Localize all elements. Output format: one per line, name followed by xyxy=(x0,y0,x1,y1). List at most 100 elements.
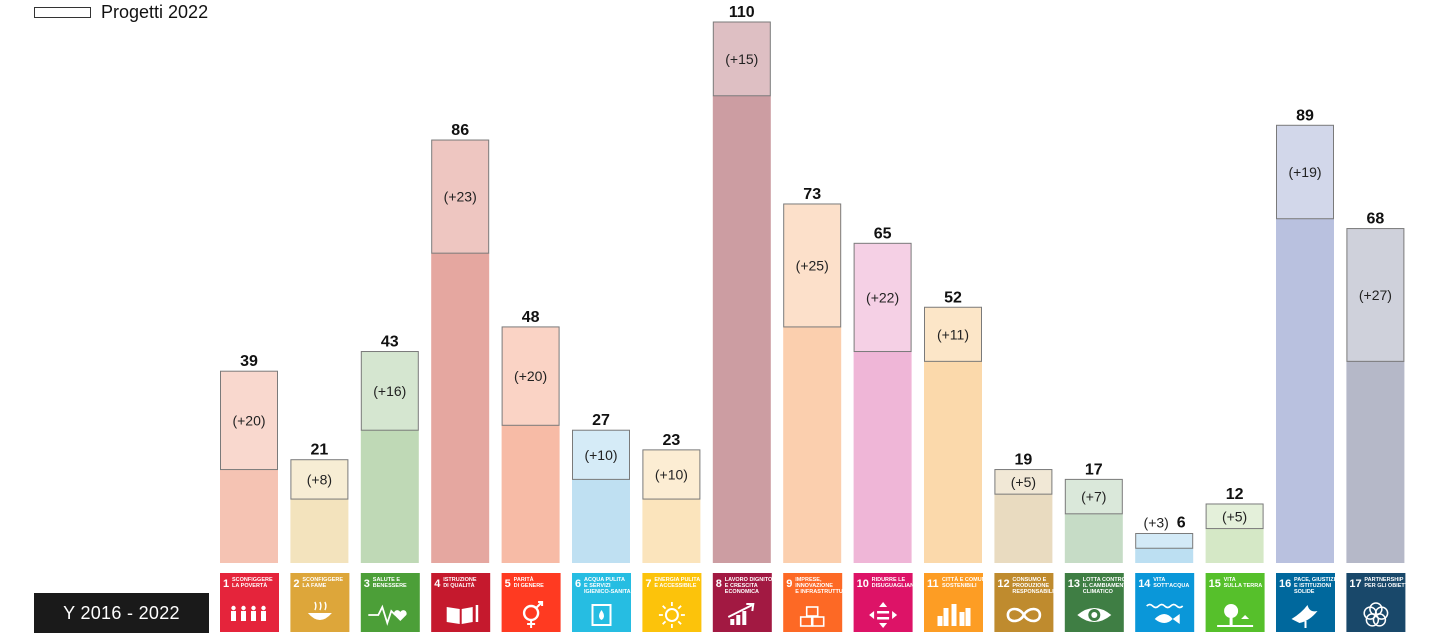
bar-increment-14 xyxy=(1135,532,1194,549)
total-label-15: 12 xyxy=(1226,486,1244,503)
total-label-2: 21 xyxy=(311,442,329,459)
sdg-tile-6 xyxy=(572,573,631,632)
sun-power-icon xyxy=(658,602,685,628)
bar-increment-8 xyxy=(712,21,771,97)
sdg-number-8: 8 xyxy=(716,578,722,590)
sdg-name-line: E ACCESSIBILE xyxy=(654,583,696,589)
increment-label-5: (+20) xyxy=(514,368,547,384)
sdg-number-11: 11 xyxy=(927,578,939,590)
increment-label-17: (+27) xyxy=(1359,287,1392,303)
total-label-3: 43 xyxy=(381,334,399,351)
flower-rings-icon xyxy=(1363,602,1389,627)
sdg-name-line: SCONFIGGERE xyxy=(232,577,273,583)
bar-base-8 xyxy=(712,95,771,563)
increment-label-4: (+23) xyxy=(444,189,477,205)
total-label-9: 73 xyxy=(803,186,821,203)
sdg-name-line: E INFRASTRUTTURE xyxy=(795,589,851,595)
bar-base-16 xyxy=(1276,218,1334,563)
bar-base-7 xyxy=(642,499,701,563)
sdg-name-line: BENESSERE xyxy=(373,583,407,589)
sdg-number-9: 9 xyxy=(786,578,792,590)
total-label-11: 52 xyxy=(944,289,962,306)
sdg-number-7: 7 xyxy=(645,578,651,590)
fish-icon xyxy=(1146,603,1184,624)
sdg-name-line: E ISTITUZIONI xyxy=(1294,583,1332,589)
sdg-name-line: DI QUALITÀ xyxy=(443,582,474,589)
sdg-name-line: IMPRESE, xyxy=(795,577,822,583)
infinity-icon xyxy=(1006,607,1042,623)
total-label-7: 23 xyxy=(663,432,681,449)
sdg-tile-1 xyxy=(220,573,279,632)
sdg-name-line: PRODUZIONE xyxy=(1012,583,1049,589)
total-label-8: 110 xyxy=(729,4,755,21)
increment-label-9: (+25) xyxy=(796,257,829,273)
sdg-number-12: 12 xyxy=(997,578,1009,590)
chart-legend: Progetti 2022 xyxy=(34,2,208,22)
sdg-number-6: 6 xyxy=(575,578,581,590)
tree-icon xyxy=(1217,604,1254,627)
sdg-name-line: PACE, GIUSTIZIA xyxy=(1294,577,1339,583)
sdg-number-2: 2 xyxy=(293,578,299,590)
sdg-name-line: RIDURRE LE xyxy=(872,577,906,583)
sdg-name-line: ISTRUZIONE xyxy=(443,577,477,583)
bar-increment-7 xyxy=(642,449,701,500)
bar-increment-17 xyxy=(1346,228,1405,362)
sdg-name-line: PER GLI OBIETTIVI xyxy=(1364,583,1415,589)
total-label-14: 6 xyxy=(1177,514,1186,531)
sdg-number-16: 16 xyxy=(1279,578,1291,590)
sdg-tile-4 xyxy=(431,573,491,632)
increment-label-8: (+15) xyxy=(725,51,758,67)
bar-base-5 xyxy=(501,425,560,563)
bar-base-11 xyxy=(924,361,982,563)
sdg-name-line: ECONOMICA xyxy=(725,589,759,595)
increment-label-16: (+19) xyxy=(1288,164,1321,180)
sdg-number-17: 17 xyxy=(1349,578,1361,590)
bar-base-1 xyxy=(220,469,278,563)
bar-increment-13 xyxy=(1064,478,1123,515)
sdg-number-10: 10 xyxy=(857,578,869,590)
sdg-name-line: CLIMATICO xyxy=(1083,589,1114,595)
sdg-name-line: E SERVIZI xyxy=(584,583,611,589)
book-icon xyxy=(446,605,479,624)
sdg-name-line: SOTT'ACQUA xyxy=(1153,583,1189,589)
bar-base-6 xyxy=(572,479,630,563)
increment-label-7: (+10) xyxy=(655,466,688,482)
increment-label-15: (+5) xyxy=(1222,508,1247,524)
sdg-tile-3 xyxy=(360,573,420,632)
sdg-name-line: SALUTE E xyxy=(373,577,401,583)
eye-globe-icon xyxy=(1077,608,1112,622)
bar-increment-2 xyxy=(290,459,349,500)
sdg-name-line: DI GENERE xyxy=(514,583,545,589)
sdg-tile-15 xyxy=(1205,573,1265,632)
sdg-tile-13 xyxy=(1064,573,1124,632)
sdg-number-1: 1 xyxy=(223,578,229,590)
sdg-number-5: 5 xyxy=(505,578,511,590)
bar-increment-16 xyxy=(1276,124,1334,220)
total-label-13: 17 xyxy=(1085,461,1103,478)
bar-base-15 xyxy=(1205,528,1264,563)
bar-base-17 xyxy=(1346,361,1405,563)
sdg-name-line: SOSTENIBILI xyxy=(942,583,977,589)
increment-label-3: (+16) xyxy=(373,383,406,399)
sdg-name-line: LOTTA CONTRO xyxy=(1083,577,1127,583)
increment-label-6: (+10) xyxy=(584,447,617,463)
dove-icon xyxy=(1291,605,1318,628)
sdg-name-line: PARITÀ xyxy=(514,576,534,583)
bar-increment-1 xyxy=(220,370,278,471)
sdg-name-line: ACQUA PULITA xyxy=(584,577,625,583)
bar-base-9 xyxy=(783,326,842,563)
city-icon xyxy=(937,604,971,626)
sdg-name-line: RESPONSABILI xyxy=(1012,589,1054,595)
sdg-name-line: DISUGUAGLIANZE xyxy=(872,583,922,589)
total-label-12: 19 xyxy=(1015,452,1033,469)
sdg-number-3: 3 xyxy=(364,578,370,590)
increment-label-2: (+8) xyxy=(307,471,332,487)
sdg-name-line: LA POVERTÀ xyxy=(232,582,267,589)
bar-increment-15 xyxy=(1205,503,1264,530)
sdg-name-line: PARTNERSHIP xyxy=(1364,577,1403,583)
total-label-16: 89 xyxy=(1296,107,1314,124)
bar-increment-11 xyxy=(924,306,982,362)
bar-increment-9 xyxy=(783,203,842,328)
total-label-4: 86 xyxy=(451,122,469,139)
